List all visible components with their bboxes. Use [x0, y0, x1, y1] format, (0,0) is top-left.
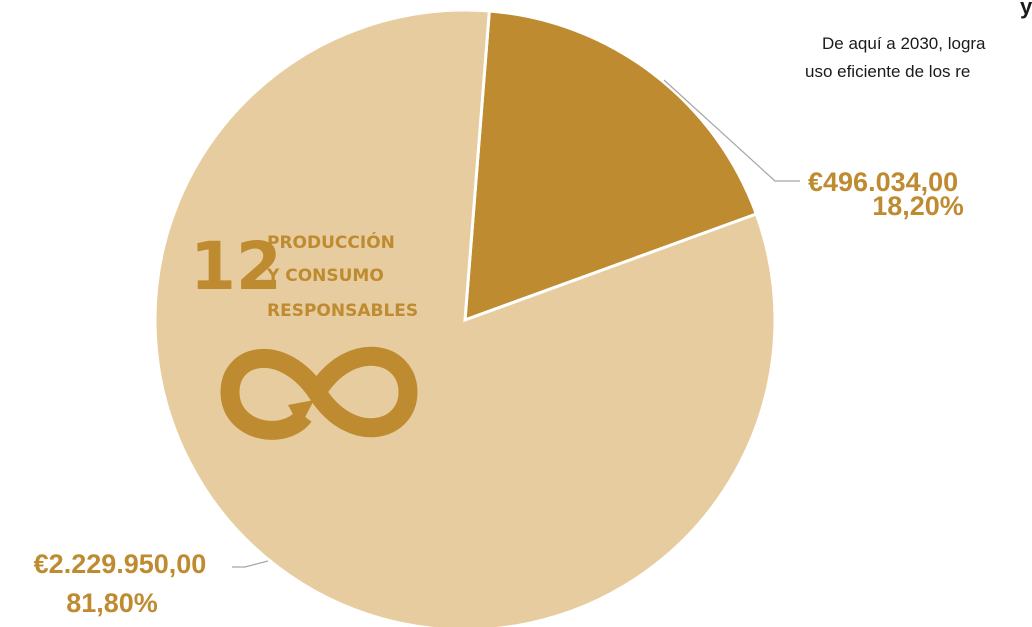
logo-word-2: Y CONSUMO: [266, 266, 384, 286]
chart-title-fragment: y: [1020, 0, 1032, 19]
pie-slice-1: [463, 9, 759, 323]
data-label-percent-slice-1: 18,20%: [872, 191, 964, 221]
infinity-arrow-icon: [220, 346, 418, 440]
logo-word-3: RESPONSABLES: [267, 301, 418, 321]
logo-number: 12: [190, 228, 282, 305]
leader-line-slice-2: [232, 560, 269, 568]
data-label-percent-slice-2: 81,80%: [66, 588, 158, 618]
chart-subtitle-line-1: De aquí a 2030, logra: [822, 34, 986, 53]
data-label-value-slice-2: €2.229.950,00: [34, 549, 207, 579]
pie-slice-2: [153, 8, 777, 627]
sdg-12-logo: 12 PRODUCCIÓN Y CONSUMO RESPONSABLES: [190, 228, 418, 440]
pie-slices: [153, 8, 777, 627]
chart-subtitle-line-2: uso eficiente de los re: [805, 62, 970, 81]
data-label-value-slice-1: €496.034,00: [808, 167, 958, 197]
leader-line-slice-1: [663, 79, 800, 182]
infinity-arrowhead: [288, 400, 314, 427]
logo-word-1: PRODUCCIÓN: [267, 231, 395, 253]
